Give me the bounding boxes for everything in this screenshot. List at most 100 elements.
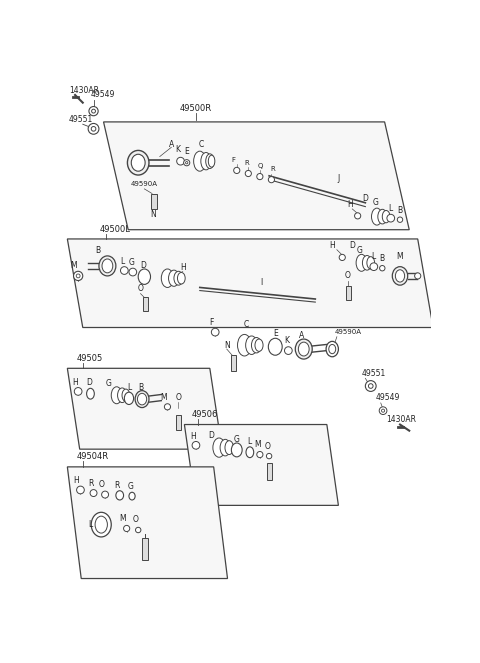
Circle shape [186,162,188,164]
Bar [346,286,351,300]
Ellipse shape [326,341,338,357]
Text: G: G [106,379,112,389]
Ellipse shape [131,154,145,171]
Ellipse shape [116,491,123,500]
Text: D: D [140,261,146,270]
Ellipse shape [356,255,367,271]
Circle shape [120,267,128,274]
Bar [176,414,181,430]
Ellipse shape [161,269,174,288]
Text: 49549: 49549 [90,90,115,99]
Ellipse shape [246,336,258,355]
Text: H: H [74,476,80,485]
Ellipse shape [193,151,206,171]
Text: R: R [88,479,93,487]
Text: D: D [86,379,92,387]
Ellipse shape [118,388,127,402]
Text: 49590A: 49590A [335,329,361,335]
Ellipse shape [122,389,130,401]
Circle shape [89,107,98,116]
Text: 1430AR: 1430AR [69,86,99,95]
Ellipse shape [135,391,149,408]
Text: E: E [273,329,277,338]
Ellipse shape [295,339,312,359]
Text: R: R [271,166,276,172]
Circle shape [234,167,240,174]
Ellipse shape [392,267,408,285]
Bar [267,463,272,480]
Circle shape [245,170,252,176]
Text: H: H [180,263,186,272]
Ellipse shape [201,152,211,170]
Ellipse shape [238,334,252,356]
Polygon shape [67,467,228,579]
Circle shape [177,157,184,165]
Text: 49549: 49549 [375,393,400,402]
Circle shape [268,176,275,183]
Text: L: L [88,520,93,529]
Ellipse shape [231,443,242,457]
Text: G: G [128,481,133,491]
Ellipse shape [174,271,183,285]
Ellipse shape [367,257,374,269]
Circle shape [91,127,96,131]
Ellipse shape [362,255,372,270]
Circle shape [192,442,200,449]
Ellipse shape [396,270,405,282]
Circle shape [285,347,292,355]
Text: M: M [120,514,126,523]
Text: M: M [254,440,261,449]
Circle shape [90,489,97,497]
Text: N: N [224,341,229,349]
Circle shape [397,217,403,222]
Circle shape [123,525,130,532]
Text: J: J [337,174,339,182]
Ellipse shape [252,337,262,353]
Text: 1430AR: 1430AR [386,416,416,424]
Text: G: G [129,259,135,267]
Text: 49590A: 49590A [131,180,157,186]
Text: B: B [138,383,143,392]
Ellipse shape [127,151,149,175]
Text: L: L [120,257,125,266]
Ellipse shape [208,155,215,167]
Text: N: N [151,210,156,219]
Ellipse shape [220,440,230,456]
Text: G: G [357,246,363,255]
Text: O: O [98,480,104,489]
Circle shape [73,271,83,280]
Ellipse shape [137,393,147,405]
Text: O: O [175,393,181,402]
Text: 49551: 49551 [69,115,93,124]
Ellipse shape [372,208,382,225]
Circle shape [266,453,272,459]
Text: L: L [127,383,131,392]
Ellipse shape [168,270,180,286]
Ellipse shape [129,493,135,500]
Text: B: B [96,246,101,255]
Ellipse shape [246,447,254,457]
Text: G: G [372,198,378,208]
Circle shape [129,269,137,276]
Circle shape [77,486,84,494]
Circle shape [92,109,96,113]
Ellipse shape [95,516,108,533]
Circle shape [102,491,108,498]
Ellipse shape [329,345,336,353]
Ellipse shape [225,441,233,455]
Circle shape [339,255,345,261]
Circle shape [365,381,376,391]
Text: H: H [347,200,353,209]
Circle shape [76,274,80,278]
Circle shape [211,328,219,336]
Ellipse shape [91,512,111,537]
Text: O: O [264,442,271,451]
Ellipse shape [178,272,185,284]
Bar [151,194,156,209]
Ellipse shape [206,154,214,168]
Ellipse shape [99,256,116,276]
Text: O: O [345,271,350,280]
Ellipse shape [382,210,390,223]
Bar [230,355,236,371]
Text: M: M [396,252,403,261]
